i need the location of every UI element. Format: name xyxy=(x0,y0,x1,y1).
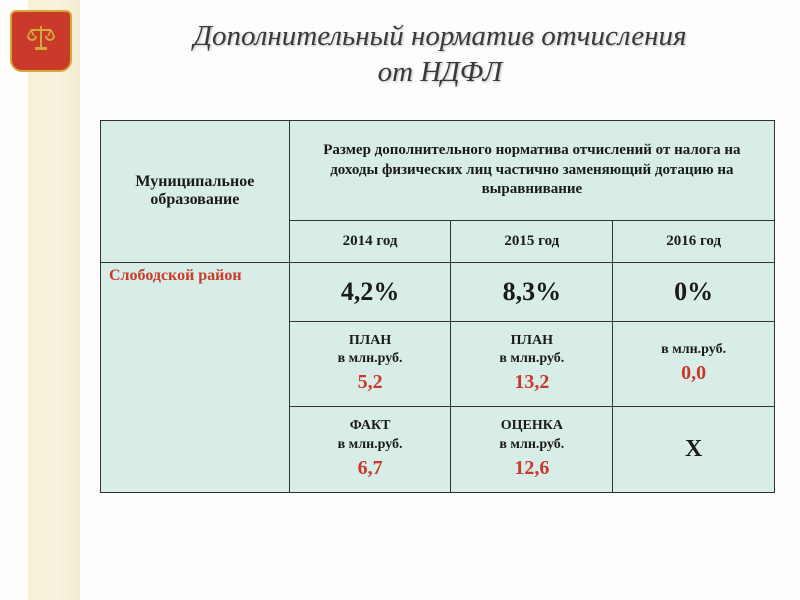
plan-2015-value: 13,2 xyxy=(455,369,608,396)
pct-2014: 4,2% xyxy=(289,262,451,321)
coat-of-arms-emblem xyxy=(10,10,72,72)
title-line-1: Дополнительный норматив отчисления xyxy=(194,20,687,52)
table-row-percent: Слободской район 4,2% 8,3% 0% xyxy=(101,262,775,321)
col-header-norm-size: Размер дополнительного норматива отчисле… xyxy=(289,121,774,221)
year-2014: 2014 год xyxy=(289,220,451,262)
fact-unit: в млн.руб. xyxy=(294,436,447,455)
title-line-2: от НДФЛ xyxy=(378,56,503,88)
fact-2016: Х xyxy=(613,407,775,493)
plan-2014-value: 5,2 xyxy=(294,369,447,396)
plan-2016-unit: в млн.руб. xyxy=(617,341,770,360)
fact-2014-value: 6,7 xyxy=(294,455,447,482)
scales-icon xyxy=(25,22,57,54)
district-name: Слободской район xyxy=(101,262,290,493)
year-2016: 2016 год xyxy=(613,220,775,262)
fact-label-y2: ОЦЕНКА xyxy=(455,417,608,436)
fact-2014: ФАКТ в млн.руб. 6,7 xyxy=(289,407,451,493)
col-header-municipality: Муниципальное образование xyxy=(101,121,290,263)
plan-2014: ПЛАН в млн.руб. 5,2 xyxy=(289,321,451,407)
fact-2016-value: Х xyxy=(685,436,702,462)
plan-2016-value: 0,0 xyxy=(617,360,770,387)
plan-unit: в млн.руб. xyxy=(455,350,608,369)
side-decorative-strip xyxy=(28,0,80,600)
pct-2015: 8,3% xyxy=(451,262,613,321)
plan-label: ПЛАН xyxy=(294,332,447,351)
year-2015: 2015 год xyxy=(451,220,613,262)
ndfl-table: Муниципальное образование Размер дополни… xyxy=(100,120,775,493)
fact-2015-value: 12,6 xyxy=(455,455,608,482)
slide-title: Дополнительный норматив отчисления от НД… xyxy=(100,18,780,91)
table-header-row-1: Муниципальное образование Размер дополни… xyxy=(101,121,775,221)
data-table-container: Муниципальное образование Размер дополни… xyxy=(100,120,775,493)
plan-unit: в млн.руб. xyxy=(294,350,447,369)
pct-2016: 0% xyxy=(613,262,775,321)
fact-unit: в млн.руб. xyxy=(455,436,608,455)
plan-2015: ПЛАН в млн.руб. 13,2 xyxy=(451,321,613,407)
fact-label-y1: ФАКТ xyxy=(294,417,447,436)
plan-label: ПЛАН xyxy=(455,332,608,351)
plan-2016: в млн.руб. 0,0 xyxy=(613,321,775,407)
fact-2015: ОЦЕНКА в млн.руб. 12,6 xyxy=(451,407,613,493)
